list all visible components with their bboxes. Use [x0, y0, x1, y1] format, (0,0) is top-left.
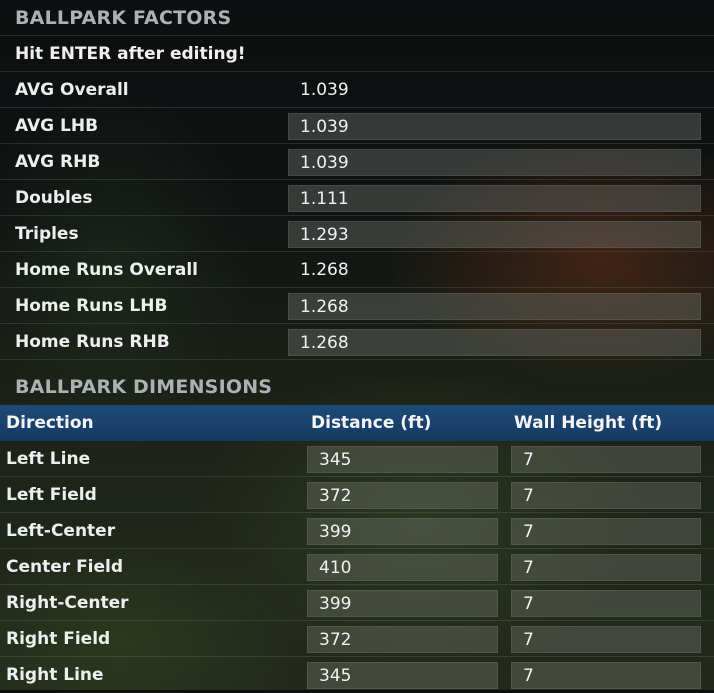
factor-row-hr-lhb: Home Runs LHB 1.268 — [0, 288, 714, 324]
factors-note-row: Hit ENTER after editing! — [0, 36, 714, 72]
factor-label: Doubles — [15, 188, 93, 208]
factor-row-avg-rhb: AVG RHB 1.039 — [0, 144, 714, 180]
distance-input[interactable]: 345 — [307, 446, 498, 473]
direction-label: Left Field — [6, 485, 97, 505]
factor-label: Home Runs RHB — [15, 332, 170, 352]
factor-row-doubles: Doubles 1.111 — [0, 180, 714, 216]
factor-row-avg-overall: AVG Overall 1.039 — [0, 72, 714, 108]
factors-title-row: BALLPARK FACTORS — [0, 0, 714, 36]
factor-value: 1.039 — [300, 80, 349, 100]
wall-height-input[interactable]: 7 — [511, 662, 701, 689]
factor-label: Home Runs Overall — [15, 260, 198, 280]
factor-row-triples: Triples 1.293 — [0, 216, 714, 252]
direction-column-header: Direction — [6, 413, 94, 433]
wall-height-column-header: Wall Height (ft) — [514, 413, 663, 433]
wall-height-input[interactable]: 7 — [511, 446, 701, 473]
wall-height-input[interactable]: 7 — [511, 590, 701, 617]
factor-value: 1.268 — [300, 260, 349, 280]
direction-label: Right Field — [6, 629, 111, 649]
doubles-input[interactable]: 1.111 — [288, 185, 701, 212]
dimensions-table-header: Direction Distance (ft) Wall Height (ft) — [0, 405, 714, 441]
wall-height-input[interactable]: 7 — [511, 554, 701, 581]
wall-height-input[interactable]: 7 — [511, 518, 701, 545]
edit-hint: Hit ENTER after editing! — [15, 44, 246, 64]
dimension-row-right-field: Right Field 372 7 — [0, 621, 714, 657]
avg-lhb-input[interactable]: 1.039 — [288, 113, 701, 140]
triples-input[interactable]: 1.293 — [288, 221, 701, 248]
dimension-row-left-line: Left Line 345 7 — [0, 441, 714, 477]
direction-label: Right-Center — [6, 593, 129, 613]
distance-input[interactable]: 399 — [307, 590, 498, 617]
direction-label: Center Field — [6, 557, 124, 577]
dimension-row-center-field: Center Field 410 7 — [0, 549, 714, 585]
factor-row-hr-rhb: Home Runs RHB 1.268 — [0, 324, 714, 360]
distance-input[interactable]: 372 — [307, 626, 498, 653]
dimensions-title-row: BALLPARK DIMENSIONS — [0, 369, 714, 405]
factor-row-hr-overall: Home Runs Overall 1.268 — [0, 252, 714, 288]
distance-input[interactable]: 410 — [307, 554, 498, 581]
distance-input[interactable]: 345 — [307, 662, 498, 689]
hr-lhb-input[interactable]: 1.268 — [288, 293, 701, 320]
dimension-row-left-center: Left-Center 399 7 — [0, 513, 714, 549]
factor-label: AVG RHB — [15, 152, 101, 172]
dimension-row-right-center: Right-Center 399 7 — [0, 585, 714, 621]
wall-height-input[interactable]: 7 — [511, 482, 701, 509]
avg-rhb-input[interactable]: 1.039 — [288, 149, 701, 176]
factor-label: Triples — [15, 224, 79, 244]
direction-label: Right Line — [6, 665, 104, 685]
dimensions-title: BALLPARK DIMENSIONS — [15, 376, 273, 398]
factor-label: AVG Overall — [15, 80, 129, 100]
wall-height-input[interactable]: 7 — [511, 626, 701, 653]
distance-column-header: Distance (ft) — [311, 413, 432, 433]
factor-row-avg-lhb: AVG LHB 1.039 — [0, 108, 714, 144]
factor-label: Home Runs LHB — [15, 296, 168, 316]
direction-label: Left-Center — [6, 521, 116, 541]
factor-label: AVG LHB — [15, 116, 99, 136]
dimension-row-left-field: Left Field 372 7 — [0, 477, 714, 513]
direction-label: Left Line — [6, 449, 91, 469]
distance-input[interactable]: 399 — [307, 518, 498, 545]
dimension-row-right-line: Right Line 345 7 — [0, 657, 714, 693]
factors-title: BALLPARK FACTORS — [15, 7, 232, 29]
hr-rhb-input[interactable]: 1.268 — [288, 329, 701, 356]
distance-input[interactable]: 372 — [307, 482, 498, 509]
